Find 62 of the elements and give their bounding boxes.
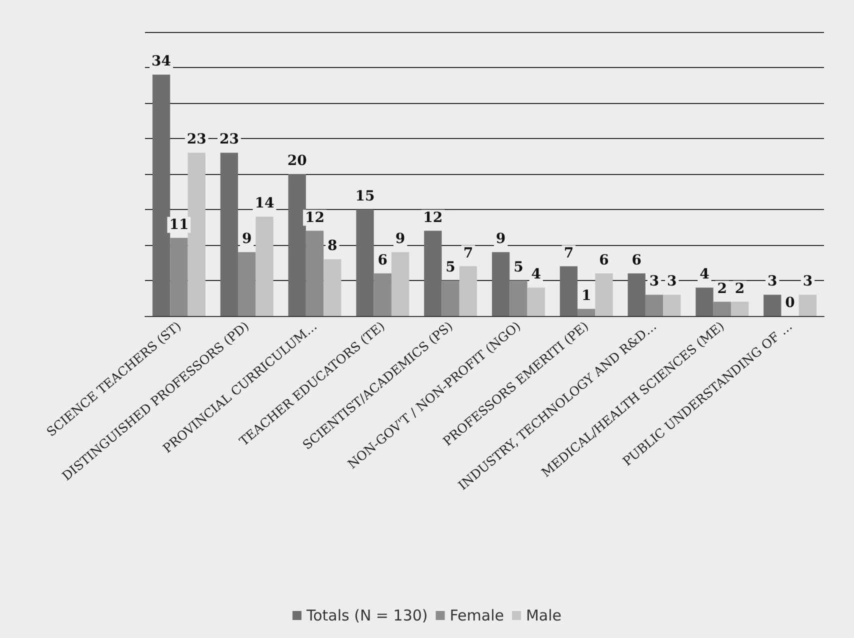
- data-label: 3: [649, 274, 660, 290]
- data-label: 9: [496, 231, 506, 248]
- data-label: 6: [378, 252, 388, 268]
- bar: [510, 280, 528, 316]
- data-label: 6: [632, 252, 642, 268]
- bar: [595, 273, 613, 316]
- bar: [170, 238, 188, 316]
- data-label: 20: [287, 153, 308, 169]
- bar: [256, 216, 274, 316]
- bar: [238, 252, 256, 316]
- bar: [220, 152, 238, 316]
- data-label: 5: [446, 260, 456, 276]
- legend-label: Totals (N = 130): [305, 606, 428, 624]
- bar: [424, 230, 442, 316]
- bar: [645, 294, 664, 316]
- bar: [492, 252, 510, 316]
- data-label: 11: [169, 216, 189, 233]
- bar: [798, 294, 817, 316]
- data-label: 4: [531, 266, 542, 283]
- bar: [356, 210, 374, 316]
- bar: [374, 273, 392, 316]
- data-label: 7: [463, 245, 474, 262]
- data-label: 3: [667, 274, 677, 290]
- data-label: 9: [242, 231, 252, 248]
- data-label: 14: [254, 196, 275, 212]
- data-label: 0: [785, 295, 796, 311]
- data-label: 15: [355, 188, 375, 204]
- data-label: 8: [328, 238, 338, 254]
- bar: [459, 266, 478, 316]
- data-label: 12: [305, 210, 324, 226]
- data-label: 3: [802, 274, 813, 290]
- data-label: 23: [186, 132, 206, 148]
- legend-label: Male: [526, 606, 562, 624]
- bar: [578, 308, 596, 316]
- legend-label: Female: [450, 606, 504, 624]
- data-label: 23: [219, 132, 239, 148]
- data-label: 3: [768, 274, 778, 290]
- bar: [713, 302, 731, 316]
- data-label: 2: [734, 280, 745, 297]
- data-label: 1: [581, 288, 592, 304]
- data-label: 6: [599, 252, 609, 268]
- data-label: 5: [514, 260, 524, 276]
- data-label: 4: [700, 266, 710, 283]
- bar: [663, 294, 681, 316]
- bar: [560, 266, 578, 316]
- bar: [527, 288, 545, 316]
- bar: [442, 280, 460, 316]
- bar: [730, 302, 749, 316]
- data-label: 2: [717, 280, 728, 297]
- bar: [324, 259, 342, 316]
- bar: [764, 294, 782, 316]
- data-label: 9: [395, 231, 406, 248]
- bar: [152, 74, 170, 316]
- bar: [188, 152, 206, 316]
- bar: [288, 174, 306, 316]
- data-label: 34: [152, 54, 172, 70]
- bar: [628, 273, 646, 316]
- data-label: 12: [423, 210, 443, 226]
- data-label: 7: [564, 245, 574, 262]
- bar: [306, 230, 324, 316]
- bar: [391, 252, 410, 316]
- bar: [696, 288, 714, 316]
